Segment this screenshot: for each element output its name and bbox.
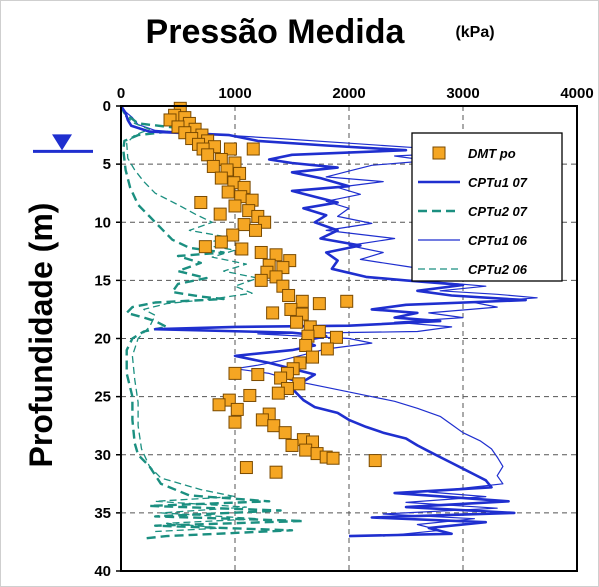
dmt-marker [266, 306, 280, 320]
y-tick-label: 30 [94, 447, 111, 464]
dmt-marker [255, 413, 269, 427]
dmt-marker [246, 142, 260, 156]
dmt-marker [290, 315, 304, 329]
chart-title-unit: (kPa) [455, 24, 494, 41]
series-line-cptu1-06 [120, 105, 538, 537]
dmt-marker [284, 302, 298, 316]
dmt-marker [214, 171, 228, 185]
y-tick-label: 20 [94, 331, 111, 348]
dmt-marker [269, 248, 283, 262]
dmt-marker [254, 273, 268, 287]
plot-border [120, 105, 578, 572]
chart-title: Pressão Medida [146, 13, 406, 51]
dmt-marker [237, 218, 251, 232]
legend-swatch-marker [432, 146, 446, 160]
dmt-marker [214, 235, 228, 249]
legend-label: CPTu2 07 [468, 204, 528, 219]
y-axis-label: Profundidade (m) [23, 203, 59, 468]
dmt-marker [267, 419, 281, 433]
dmt-marker [251, 368, 265, 382]
water-table-icon [33, 134, 93, 153]
legend: DMT po CPTu1 07 CPTu2 07 CPTu1 06 CPTu2 06 [411, 132, 563, 282]
legend-label: CPTu2 06 [468, 262, 528, 277]
dmt-marker [274, 371, 288, 385]
dmt-marker [228, 366, 242, 380]
dmt-marker [292, 377, 306, 391]
dmt-marker [326, 451, 340, 465]
series-line-cptu2-06 [120, 105, 259, 533]
legend-label: DMT po [468, 146, 516, 161]
dmt-marker [213, 207, 227, 221]
dmt-marker [230, 402, 244, 416]
dmt-marker [368, 454, 382, 468]
series-lines [119, 105, 538, 540]
dmt-marker [320, 342, 334, 356]
dmt-marker [226, 228, 240, 242]
dmt-marker [243, 388, 257, 402]
dmt-markers [163, 101, 382, 479]
series-line-cptu1-07 [119, 105, 527, 538]
dmt-marker [221, 185, 235, 199]
y-tick-label: 5 [103, 156, 111, 173]
dmt-marker [228, 415, 242, 429]
water-table-triangle [52, 134, 72, 151]
dmt-marker [194, 195, 208, 209]
dmt-marker [282, 288, 296, 302]
dmt-marker [340, 294, 354, 308]
dmt-marker [329, 330, 343, 344]
y-tick-label: 40 [94, 563, 111, 580]
x-axis-ticks: 0 1000 2000 3000 4000 [117, 85, 594, 102]
dmt-marker [201, 148, 215, 162]
x-tick-label: 4000 [560, 85, 593, 102]
dmt-marker [212, 398, 226, 412]
legend-label: CPTu1 06 [468, 233, 528, 248]
dmt-marker [312, 325, 326, 339]
dmt-marker [312, 297, 326, 311]
y-axis-ticks: 0 5 10 15 20 25 30 35 40 [94, 98, 121, 580]
dmt-marker [278, 426, 292, 440]
dmt-marker [254, 245, 268, 259]
dmt-marker [299, 443, 313, 457]
dmt-marker [295, 294, 309, 308]
legend-label: CPTu1 07 [468, 175, 528, 190]
x-tick-label: 3000 [446, 85, 479, 102]
dmt-marker [271, 386, 285, 400]
dmt-marker [235, 242, 249, 256]
dmt-marker [285, 438, 299, 452]
dmt-marker [269, 465, 283, 479]
axes-frame [120, 105, 578, 572]
y-tick-label: 15 [94, 272, 111, 289]
x-tick-label: 0 [117, 85, 125, 102]
dmt-marker [198, 240, 212, 254]
dmt-marker [306, 350, 320, 364]
series-line-cptu2-07 [119, 105, 305, 540]
y-tick-label: 35 [94, 505, 111, 522]
y-tick-label: 10 [94, 214, 111, 231]
y-tick-label: 25 [94, 389, 111, 406]
dmt-marker [239, 461, 253, 475]
y-tick-label: 0 [103, 98, 111, 115]
dmt-marker [223, 142, 237, 156]
dmt-marker [299, 338, 313, 352]
dmt-marker [249, 223, 263, 237]
x-tick-label: 2000 [332, 85, 365, 102]
dmt-marker [206, 159, 220, 173]
x-tick-label: 1000 [218, 85, 251, 102]
dmt-marker [228, 199, 242, 213]
